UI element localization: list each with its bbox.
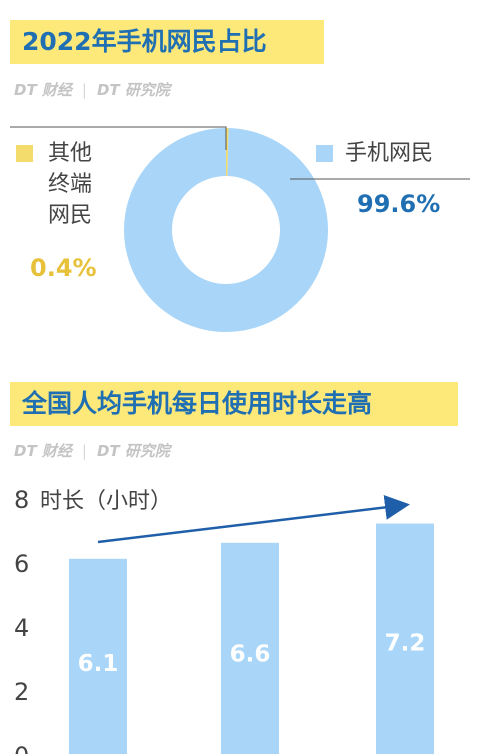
legend-label-mobile: 手机网民 (345, 141, 434, 166)
bar-value-label-1: 6.6 (230, 642, 271, 668)
brand-dt-research: DT 研究院 (96, 442, 170, 460)
bar-chart: 0 2 4 6 8 时长（小时） 6.1 6.6 7.2 (14, 486, 434, 754)
brand-dt-finance: DT 财经 (14, 81, 72, 99)
donut-chart (10, 126, 470, 332)
y-axis-label: 时长（小时） (40, 489, 172, 514)
bar-1 (221, 542, 279, 754)
trend-arrow (97, 494, 410, 544)
chart-title-share: 2022年手机网民占比 (10, 20, 324, 64)
chart-title-usage: 全国人均手机每日使用时长走高 (10, 382, 458, 426)
y-tick-label-2: 2 (14, 678, 29, 706)
pct-mobile: 99.6% (357, 190, 441, 218)
brand-line-2: DT 财经 | DT 研究院 (14, 442, 170, 460)
y-tick-label-0: 0 (14, 742, 29, 754)
y-tick-label-4: 4 (14, 614, 29, 642)
bar-0 (69, 558, 127, 754)
bar-2 (376, 523, 434, 754)
legend-swatch-other (16, 145, 33, 162)
donut-slice-1 (123, 128, 328, 332)
donut-slice-0 (226, 128, 229, 177)
y-tick-label-6: 6 (14, 550, 29, 578)
pct-other: 0.4% (30, 254, 97, 282)
y-tick-label-8: 8 (14, 486, 29, 514)
bar-value-label-0: 6.1 (78, 651, 119, 677)
brand-dt-finance: DT 财经 (14, 442, 72, 460)
leader-line-other (10, 126, 227, 150)
brand-dt-research: DT 研究院 (96, 81, 170, 99)
legend-swatch-mobile (316, 145, 333, 162)
bar-value-label-2: 7.2 (385, 630, 426, 656)
brand-line-1: DT 财经 | DT 研究院 (14, 81, 170, 99)
legend-label-other: 其他 终端 网民 (48, 141, 93, 228)
